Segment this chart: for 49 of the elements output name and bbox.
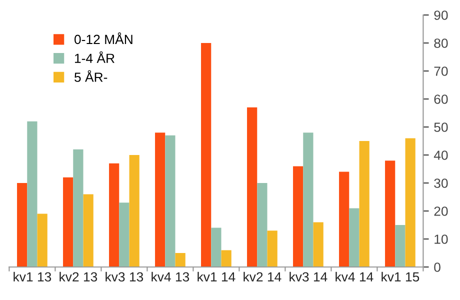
y-tick-label: 40 [434,150,448,160]
x-tick-label: kv3 14 [290,272,328,282]
y-tick-label: 90 [434,10,448,20]
bar [37,214,48,267]
bar [247,107,258,267]
x-tick-label: kv1 15 [382,272,420,282]
y-tick-label: 50 [434,122,448,132]
bar [211,228,222,267]
y-tick-label: 70 [434,66,448,76]
bar [359,141,370,267]
legend-label: 5 ÅR- [74,70,108,82]
bar [165,135,176,267]
y-tick-label: 0 [434,262,440,272]
bar [395,225,406,267]
bar [267,230,278,267]
x-tick-label: kv2 13 [60,272,98,282]
bar [175,253,186,267]
y-tick-label: 10 [434,234,448,244]
bar [83,194,94,267]
x-tick-label: kv4 13 [152,272,190,282]
bar [349,208,360,267]
y-tick-label: 20 [434,206,448,216]
y-tick-label: 80 [434,38,448,48]
y-tick-label: 30 [434,178,448,188]
bar [129,155,140,267]
y-tick-label: 60 [434,94,448,104]
bar [201,43,212,267]
legend-label: 1-4 ÅR [74,51,114,63]
bar [27,121,38,267]
bar [221,250,232,267]
bar [17,183,28,267]
bar [119,202,130,267]
x-tick-label: kv2 14 [244,272,282,282]
legend-label: 0-12 MÅN [74,32,132,44]
bar [63,177,74,267]
bar [155,132,166,267]
bar [109,163,120,267]
bar [73,149,84,267]
bar [303,132,314,267]
x-tick-label: kv1 14 [198,272,236,282]
x-tick-label: kv1 13 [14,272,52,282]
bar [339,172,350,267]
x-tick-label: kv4 14 [336,272,374,282]
x-tick-label: kv3 13 [106,272,144,282]
bar [293,166,304,267]
bar [313,222,324,267]
bar [405,138,416,267]
bar [385,160,396,267]
bar [257,183,268,267]
